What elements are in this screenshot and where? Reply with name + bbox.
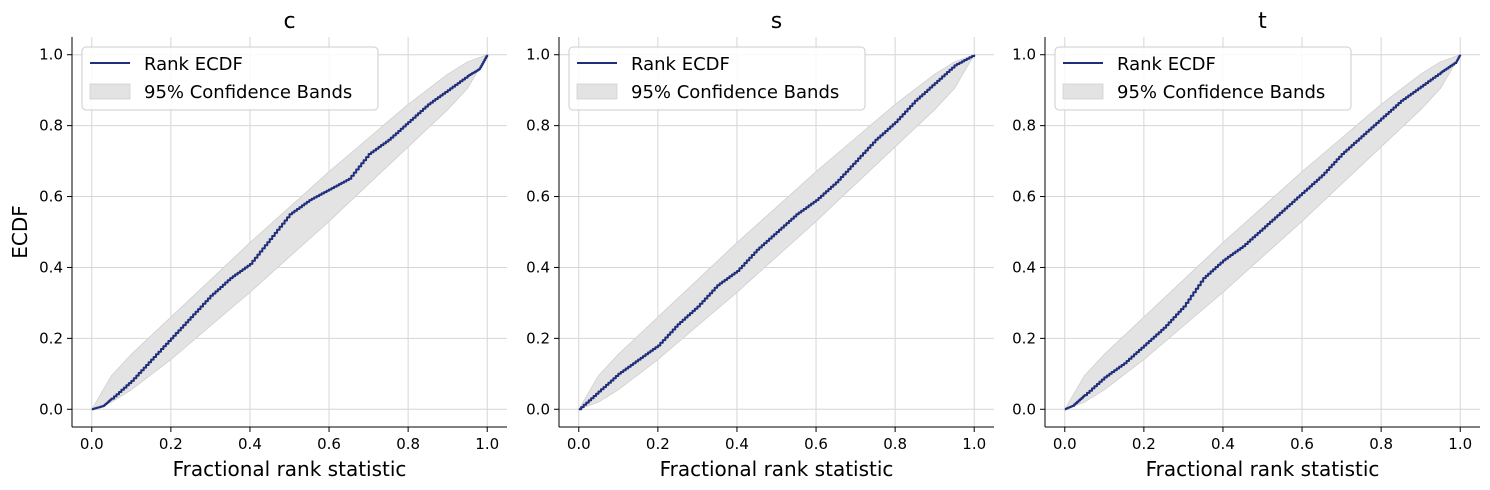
x-tick-label: 0.2 [159,435,183,453]
chart-panel-c: 0.0 0.2 0.4 0.6 0.8 1.0 0.0 0.2 0.4 0.6 0.8 1.0 c Fra… [8,9,507,481]
legend-box [568,46,866,111]
y-axis-label: ECDF [8,205,32,259]
x-tick-label: 0.6 [1290,435,1314,453]
y-tick-label: 0.4 [1012,258,1036,276]
y-tick-label: 0.6 [39,188,63,206]
y-tick-label: 1.0 [39,46,63,64]
x-tick-label: 0.0 [567,435,591,453]
x-axis-label: Fractional rank statistic [1146,457,1380,481]
x-tick-label: 1.0 [962,435,986,453]
x-tick-label: 0.8 [1369,435,1393,453]
legend-label-ecdf: Rank ECDF [631,54,730,75]
x-tick-label: 0.2 [646,435,670,453]
x-tick-label: 0.8 [883,435,907,453]
y-tick-label: 0.8 [1012,117,1036,135]
y-tick-label: 1.0 [526,46,550,64]
x-tick-label: 0.6 [804,435,828,453]
legend-box [1054,46,1352,111]
legend-label-band: 95% Confidence Bands [631,82,839,103]
x-tick-label: 1.0 [475,435,499,453]
y-tick-label: 0.6 [1012,188,1036,206]
y-tick-label: 1.0 [1012,46,1036,64]
panel-title: c [283,9,295,34]
legend-band-swatch [576,83,618,100]
y-tick-label: 0.4 [39,258,63,276]
legend-label-ecdf: Rank ECDF [1117,54,1216,75]
chart-panel-s: 0.0 0.2 0.4 0.6 0.8 1.0 0.0 0.2 0.4 0.6 0.8 1.0 s Fra… [526,9,994,481]
y-tick-label: 0.4 [526,258,550,276]
ecdf-line [1064,54,1462,411]
x-tick-label: 0.2 [1132,435,1156,453]
legend-box [81,46,379,111]
ecdf-line [578,54,976,411]
chart-panel-t: 0.0 0.2 0.4 0.6 0.8 1.0 0.0 0.2 0.4 0.6 0.8 1.0 t Fra… [1012,9,1480,481]
x-tick-label: 0.4 [238,435,262,453]
legend-band-swatch [89,83,131,100]
y-tick-label: 0.2 [1012,329,1036,347]
legend-label-band: 95% Confidence Bands [1117,82,1325,103]
x-axis-label: Fractional rank statistic [173,457,407,481]
legend-label-ecdf: Rank ECDF [144,54,243,75]
y-tick-label: 0.8 [39,117,63,135]
y-tick-label: 0.2 [526,329,550,347]
panel-title: s [771,9,782,34]
y-tick-label: 0.8 [526,117,550,135]
x-tick-label: 0.0 [80,435,104,453]
y-tick-label: 0.2 [39,329,63,347]
y-tick-label: 0.0 [526,400,550,418]
x-axis-label: Fractional rank statistic [660,457,894,481]
y-tick-label: 0.6 [526,188,550,206]
x-tick-label: 0.8 [396,435,420,453]
y-tick-label: 0.0 [39,400,63,418]
legend-label-band: 95% Confidence Bands [144,82,352,103]
x-tick-label: 0.4 [725,435,749,453]
x-tick-label: 0.0 [1053,435,1077,453]
legend-band-swatch [1062,83,1104,100]
x-tick-label: 1.0 [1448,435,1472,453]
x-tick-label: 0.6 [317,435,341,453]
panel-title: t [1258,9,1267,34]
x-tick-label: 0.4 [1211,435,1235,453]
y-tick-label: 0.0 [1012,400,1036,418]
ecdf-line [91,54,489,411]
